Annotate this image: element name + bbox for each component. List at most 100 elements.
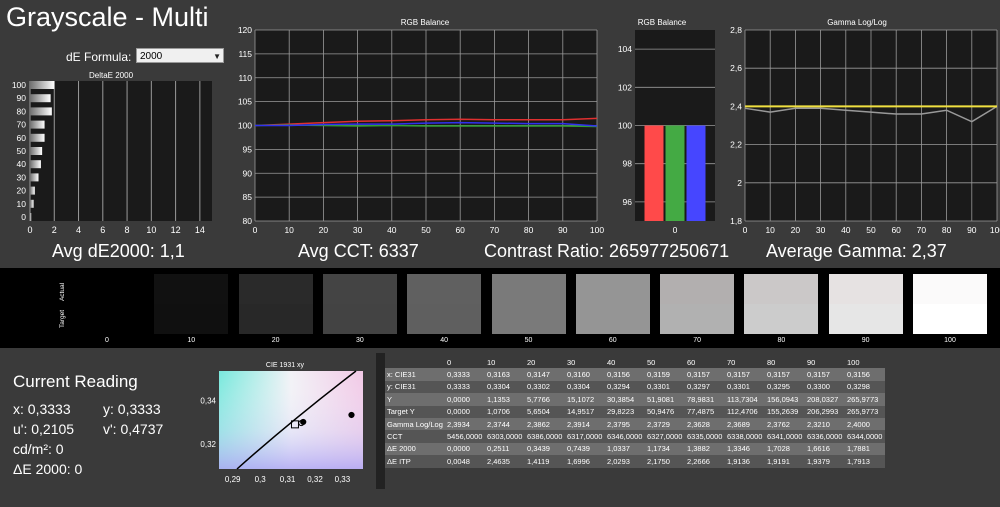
table-cell: 6327,0000 xyxy=(645,430,685,443)
patch-target xyxy=(238,304,313,334)
deltae-y-tick: 60 xyxy=(17,133,27,143)
deltae-y-tick: 80 xyxy=(17,106,27,116)
table-header-row: 0 10 20 30 40 50 60 70 80 90 100 xyxy=(385,356,885,369)
table-row: ΔE ITP 0,0048 2,4635 1,4119 1,6996 2,0293 2,17… xyxy=(385,455,885,468)
patch-actual xyxy=(407,274,482,304)
patch-label: 60 xyxy=(608,337,617,344)
table-cell: 2,3628 xyxy=(685,417,725,431)
table-cell: 0,3301 xyxy=(725,380,765,394)
deltae-plot-area xyxy=(30,81,212,221)
table-cell: 30,3854 xyxy=(605,393,645,406)
gam-x-tick: 100 xyxy=(990,225,1000,235)
table-cell: 2,3762 xyxy=(765,417,805,431)
table-side-bar xyxy=(376,353,385,489)
patch-label: 50 xyxy=(524,337,533,344)
patch-target xyxy=(154,304,229,334)
rgbl-series-line-0 xyxy=(254,117,598,127)
grayscale-patch xyxy=(70,274,144,334)
table-cell: 1,7028 xyxy=(765,442,805,456)
table-row-label: y: CIE31 xyxy=(385,380,445,394)
cie-y-tick: 0,32 xyxy=(200,440,216,449)
rgbl-x-tick: 50 xyxy=(421,225,431,235)
grayscale-patch xyxy=(660,274,735,334)
reading-u: u': 0,2105 xyxy=(13,421,75,437)
table-cell: 15,1072 xyxy=(565,393,605,406)
table-cell: 156,0943 xyxy=(765,393,805,406)
table-cell: 2,3744 xyxy=(485,417,525,431)
table-cell: 6303,0000 xyxy=(485,430,525,443)
table-cell: 0,3333 xyxy=(445,380,485,394)
reading-v: v': 0,4737 xyxy=(103,421,164,437)
patch-label: 80 xyxy=(777,337,786,344)
avg-cct-stat: Avg CCT: 6337 xyxy=(298,241,419,261)
table-header-cell: 40 xyxy=(605,356,645,369)
patch-label: 40 xyxy=(440,337,449,344)
deltae-y-tick: 30 xyxy=(17,172,27,182)
deltae-y-tick: 20 xyxy=(17,186,27,196)
table-cell: 2,2666 xyxy=(685,455,725,468)
gam-x-tick: 50 xyxy=(866,225,876,235)
table-cell: 0,3439 xyxy=(525,442,565,456)
rgbl-x-tick: 10 xyxy=(284,225,294,235)
patch-label: 90 xyxy=(861,337,870,344)
rgbb-y-tick: 100 xyxy=(618,121,632,131)
patch-target xyxy=(913,304,987,334)
grayscale-patch xyxy=(913,274,987,334)
measurement-table: 0 10 20 30 40 50 60 70 80 90 100 x: CIE31 0,3333 0,31… xyxy=(385,356,885,468)
gam-x-tick: 90 xyxy=(967,225,977,235)
patch-actual xyxy=(322,274,397,304)
reading-de2000: ΔE 2000: 0 xyxy=(13,461,83,477)
table-cell: 0,3156 xyxy=(845,368,885,381)
gam-x-tick: 60 xyxy=(891,225,901,235)
grayscale-patch xyxy=(575,274,650,334)
table-header-cell: 20 xyxy=(525,356,565,369)
table-cell: 0,3295 xyxy=(765,380,805,394)
patch-actual xyxy=(154,274,229,304)
rgbl-y-tick: 85 xyxy=(243,192,253,202)
reading-x: x: 0,3333 xyxy=(13,401,71,417)
table-cell: 155,2639 xyxy=(765,405,805,418)
patch-target xyxy=(70,304,144,334)
rgbl-x-tick: 80 xyxy=(524,225,534,235)
table-header-cell: 90 xyxy=(805,356,845,369)
patch-target xyxy=(828,304,903,334)
table-cell: 208,0327 xyxy=(805,393,845,406)
table-cell: 1,9191 xyxy=(765,455,805,468)
patch-target xyxy=(407,304,482,334)
table-row: Gamma Log/Log 2,3934 2,3744 2,3862 2,3914 2,3… xyxy=(385,417,885,431)
table-row-label: CCT xyxy=(385,430,445,443)
table-row: Target Y 0,0000 1,0706 5,6504 14,9517 29,8223… xyxy=(385,405,885,418)
de-formula-value: 2000 xyxy=(140,51,163,62)
patch-label: 70 xyxy=(693,337,701,344)
patch-actual xyxy=(660,274,735,304)
deltae-y-tick: 0 xyxy=(21,212,26,222)
patch-label: 0 xyxy=(105,337,109,344)
deltae-bar xyxy=(30,120,45,129)
deltae-bar xyxy=(30,94,51,103)
rgbb-y-tick: 96 xyxy=(623,197,633,207)
table-cell: 0,0048 xyxy=(445,455,485,468)
gam-x-tick: 30 xyxy=(816,225,826,235)
rgbb-bar-1 xyxy=(665,125,685,221)
table-header-cell: 70 xyxy=(725,356,765,369)
deltae-x-tick: 2 xyxy=(52,225,57,235)
rgbl-x-tick: 60 xyxy=(455,225,465,235)
table-cell: 0,3302 xyxy=(525,380,565,394)
table-cell: 0,0000 xyxy=(445,442,485,456)
contrast-ratio-stat: Contrast Ratio: 265977250671 xyxy=(484,241,730,261)
patch-target xyxy=(744,304,819,334)
patch-actual xyxy=(913,274,987,304)
gam-x-tick: 20 xyxy=(791,225,801,235)
deltae-bar xyxy=(30,147,43,155)
rgb-balance-line-chart: RGB Balance 80 85 90 95 100 105 110 115 120 0 10 2… xyxy=(238,18,605,235)
grayscale-patch xyxy=(238,274,313,334)
deltae-bar xyxy=(30,107,52,116)
de-formula-select[interactable]: 2000 ▼ xyxy=(136,48,224,63)
table-cell: 0,7439 xyxy=(565,442,605,456)
chevron-down-icon: ▼ xyxy=(213,52,221,61)
deltae-y-tick: 50 xyxy=(17,146,27,156)
table-cell: 29,8223 xyxy=(605,405,645,418)
deltae-x-tick: 4 xyxy=(76,225,81,235)
gam-y-tick: 2,4 xyxy=(730,101,742,111)
table-cell: 2,3862 xyxy=(525,417,565,431)
